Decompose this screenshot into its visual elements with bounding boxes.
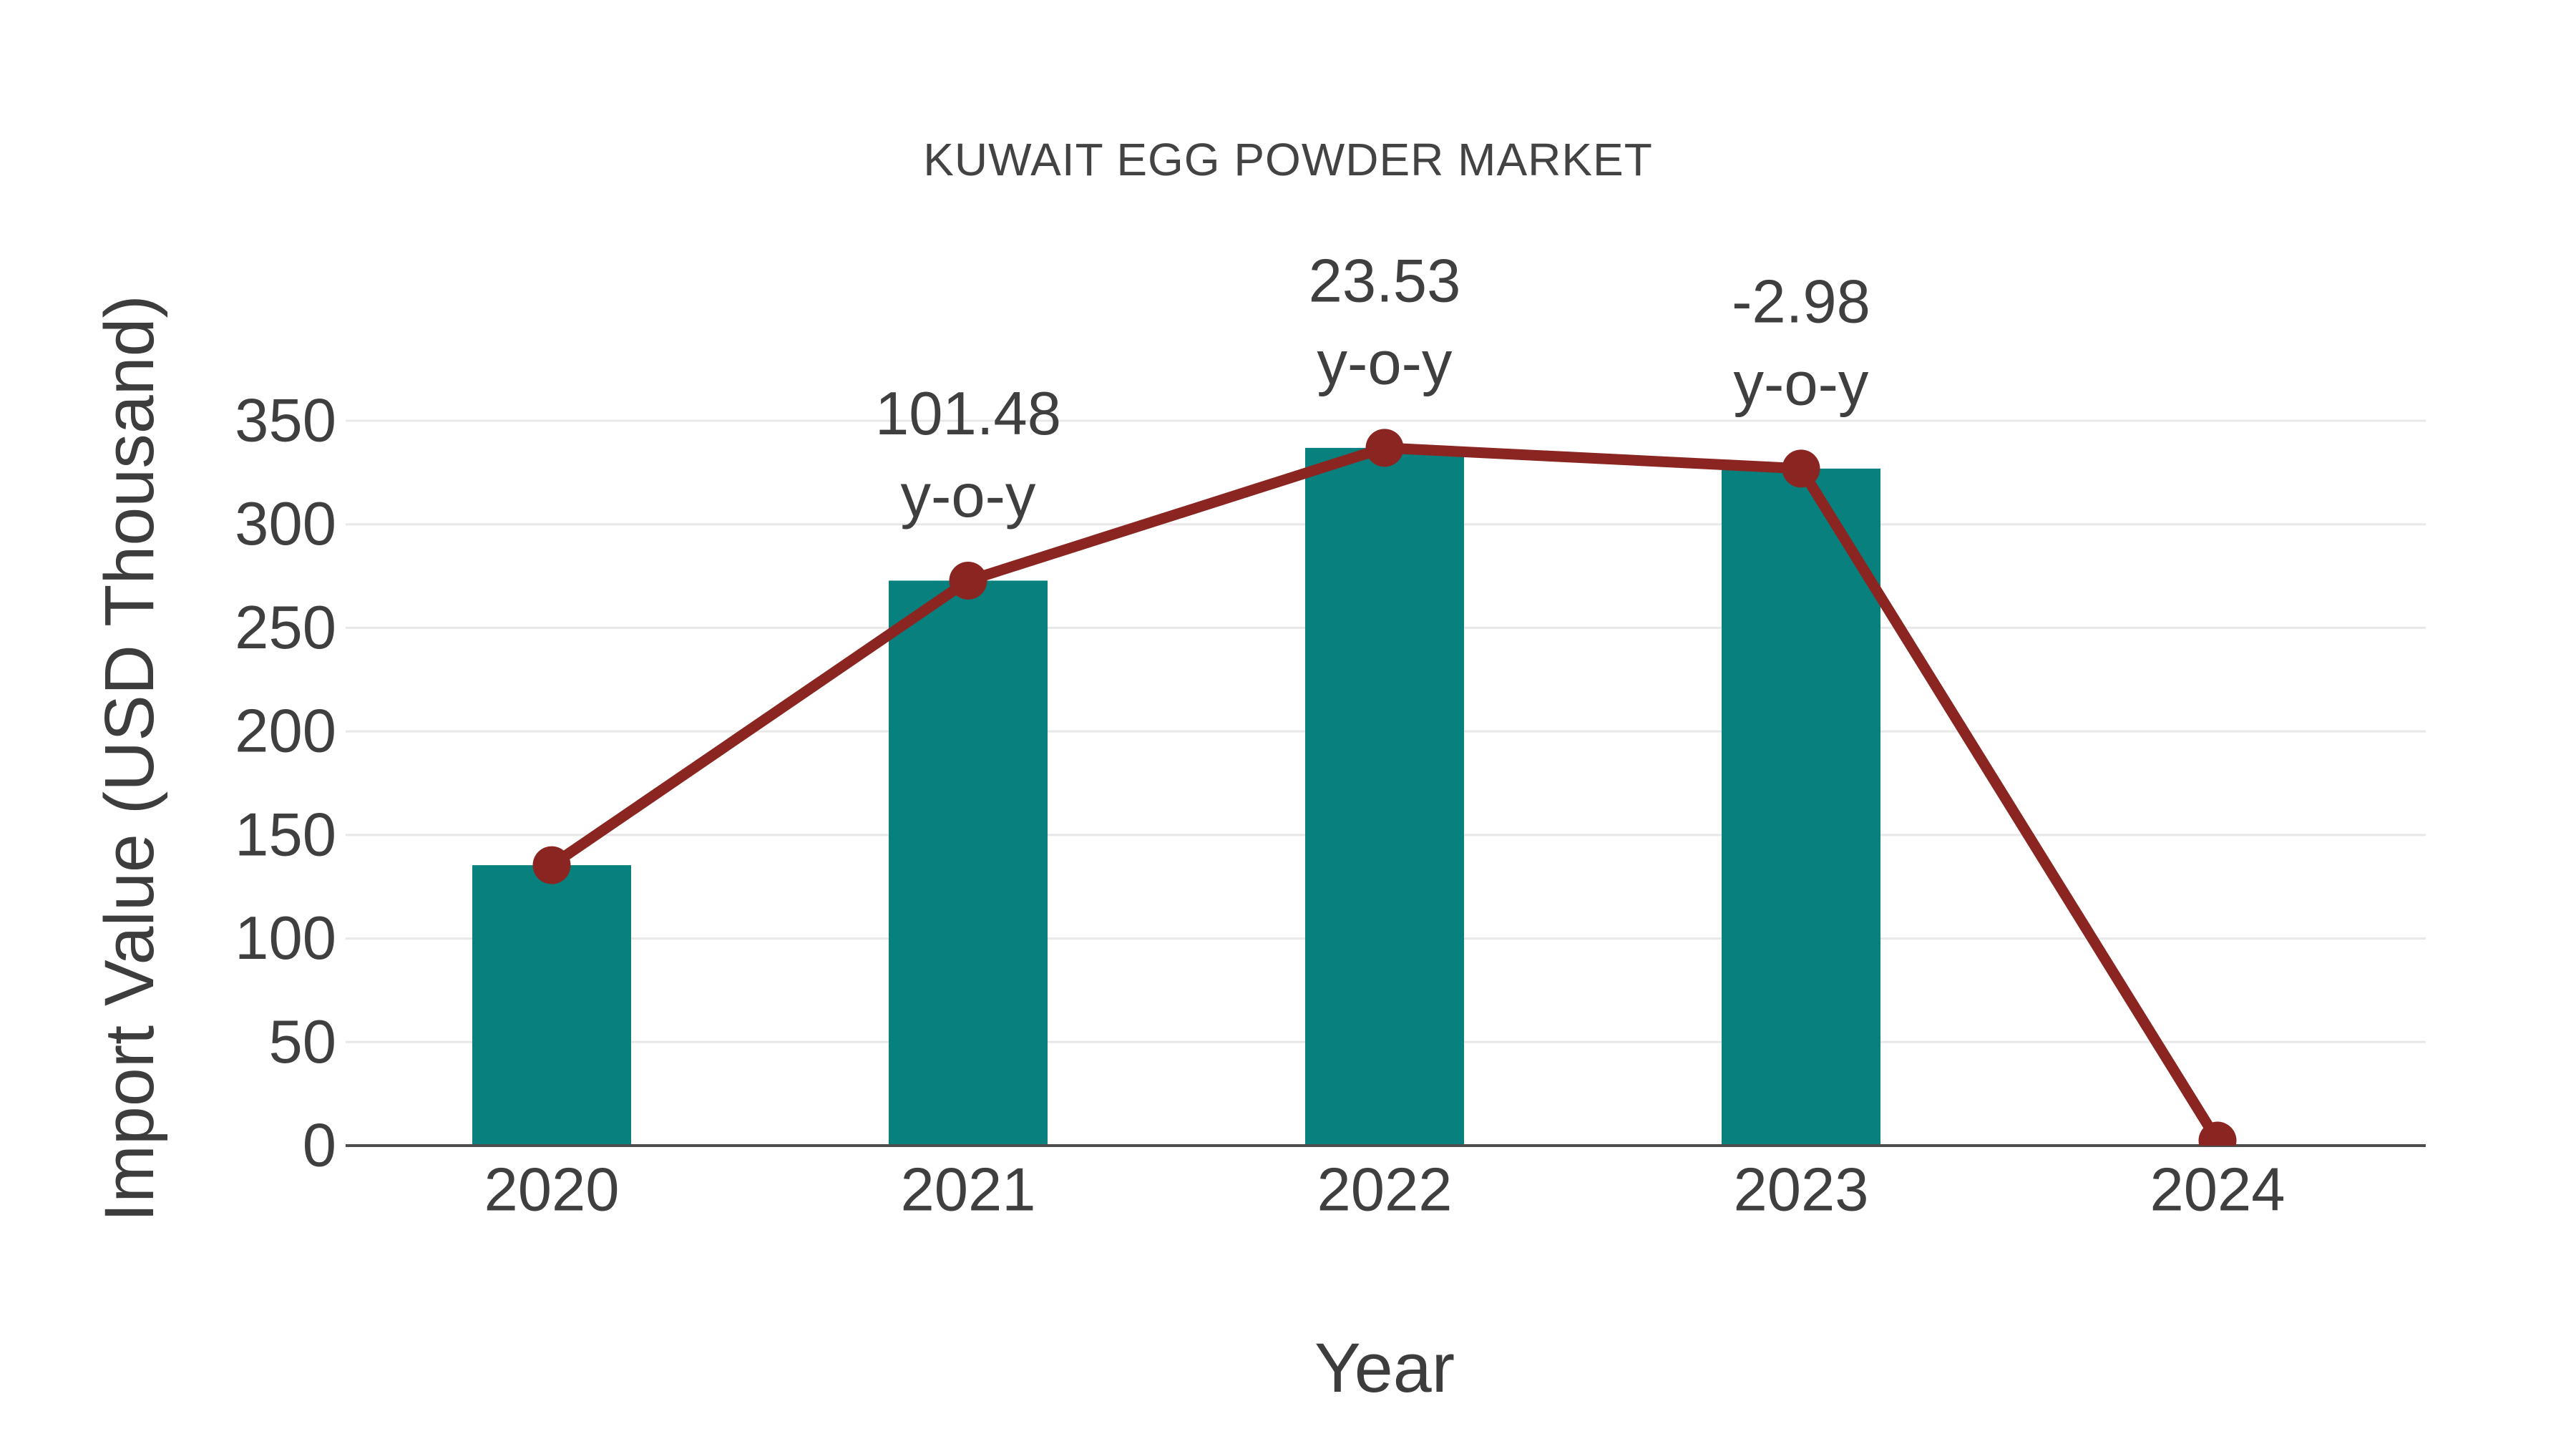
annotation-value-2022: 23.53 <box>1309 247 1461 315</box>
data-point-marker-2024 <box>2198 1121 2237 1146</box>
y-tick-label: 200 <box>235 698 336 766</box>
y-tick-label: 300 <box>235 490 336 558</box>
y-tick-label: 100 <box>235 904 336 972</box>
data-point-marker-2021 <box>949 561 987 600</box>
chart-title: KUWAIT EGG POWDER MARKET <box>923 134 1653 185</box>
annotation-value-2023: -2.98 <box>1732 268 1870 336</box>
data-point-marker-2020 <box>532 846 571 884</box>
x-tick-label: 2022 <box>1317 1156 1452 1224</box>
y-tick-label: 150 <box>235 801 336 869</box>
annotation-suffix-2023: y-o-y <box>1734 350 1869 418</box>
bar-2023 <box>1722 468 1880 1146</box>
x-tick-label: 2020 <box>484 1156 619 1224</box>
x-axis-title: Year <box>1314 1329 1455 1407</box>
annotation-value-2021: 101.48 <box>875 380 1061 448</box>
data-point-marker-2023 <box>1782 449 1820 488</box>
y-tick-label: 250 <box>235 594 336 662</box>
bar-2020 <box>472 865 631 1146</box>
annotation-suffix-2021: y-o-y <box>901 462 1036 530</box>
y-tick-label: 50 <box>268 1008 336 1076</box>
annotation-suffix-2022: y-o-y <box>1317 329 1453 397</box>
bar-2022 <box>1305 447 1464 1146</box>
data-point-marker-2022 <box>1365 429 1404 467</box>
x-tick-label: 2023 <box>1733 1156 1868 1224</box>
bar-2021 <box>889 580 1048 1146</box>
x-tick-label: 2024 <box>2150 1156 2285 1224</box>
y-tick-label: 0 <box>303 1112 336 1180</box>
y-tick-label: 350 <box>235 387 336 455</box>
x-tick-label: 2021 <box>900 1156 1035 1224</box>
trend-line-group <box>532 429 2237 1146</box>
